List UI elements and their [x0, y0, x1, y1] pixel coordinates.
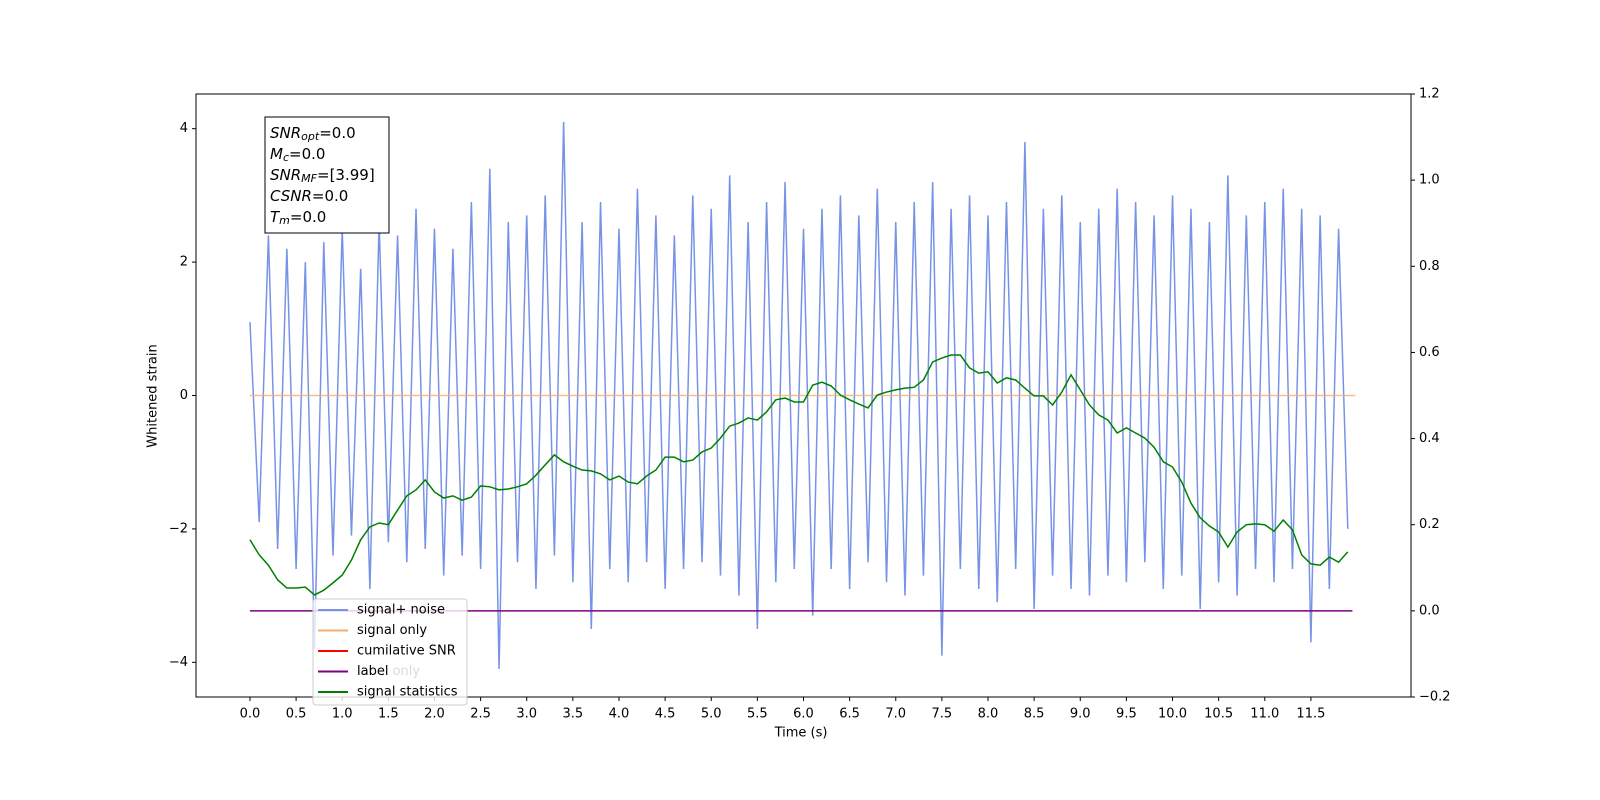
x-axis-label: Time (s): [774, 726, 828, 741]
series-line: [249, 354, 1349, 596]
x-tick-label: 3.5: [563, 707, 584, 722]
y2-tick-label: 0.0: [1419, 603, 1440, 618]
annotation-symbol: SNR: [270, 124, 301, 142]
annotation-line: Mc=0.0: [270, 145, 325, 165]
legend-label: signal only: [357, 623, 427, 638]
annotation-symbol: CSNR: [270, 187, 312, 205]
x-tick-label: 0.5: [286, 707, 307, 722]
x-tick-label: 1.5: [378, 707, 399, 722]
x-tick-label: 6.0: [793, 707, 814, 722]
y2-tick-label: 1.0: [1419, 173, 1440, 188]
y-tick-label: −2: [169, 521, 188, 536]
x-tick-label: 11.5: [1296, 707, 1325, 722]
y2-tick-label: −0.2: [1419, 690, 1451, 705]
series-line: [249, 122, 1349, 669]
annotation-line: Tm=0.0: [270, 208, 326, 228]
x-tick-label: 4.0: [609, 707, 630, 722]
annotation-subscript: MF: [301, 172, 317, 185]
annotation-box: SNRopt=0.0Mc=0.0SNRMF=[3.99]CSNR=0.0Tm=0…: [264, 116, 390, 234]
x-tick-label: 9.5: [1116, 707, 1137, 722]
y-tick-label: 0: [180, 388, 188, 403]
annotation-symbol: T: [270, 208, 281, 226]
x-tick-label: 3.0: [516, 707, 537, 722]
x-tick-label: 5.5: [747, 707, 768, 722]
annotation-value: =0.0: [312, 187, 348, 205]
legend: signal+ noise signal only cumilative SNR la…: [312, 598, 468, 706]
annotation-subscript: c: [283, 151, 289, 164]
annotation-subscript: m: [279, 214, 290, 227]
annotation-symbol: M: [270, 145, 283, 163]
x-tick-label: 2.5: [470, 707, 491, 722]
x-tick-label: 8.5: [1024, 707, 1045, 722]
legend-label: label: [357, 664, 388, 679]
x-tick-label: 10.0: [1158, 707, 1187, 722]
legend-label: signal statistics: [357, 685, 458, 700]
x-tick-label: 7.5: [932, 707, 953, 722]
annotation-value: =0.0: [289, 145, 325, 163]
legend-label: cumilative SNR: [357, 644, 456, 659]
legend-label: label only: [357, 664, 420, 679]
x-tick-label: 6.5: [839, 707, 860, 722]
annotation-line: SNRopt=0.0: [270, 124, 356, 144]
x-tick-label: 0.0: [240, 707, 261, 722]
x-tick-label: 9.0: [1070, 707, 1091, 722]
y2-tick-label: 0.8: [1419, 259, 1440, 274]
x-tick-label: 5.0: [701, 707, 722, 722]
annotation-line: SNRMF=[3.99]: [270, 166, 375, 186]
annotation-value: =0.0: [290, 208, 326, 226]
annotation-symbol: SNR: [270, 166, 301, 184]
x-tick-label: 7.0: [885, 707, 906, 722]
y-tick-label: 2: [180, 255, 188, 270]
y2-tick-label: 0.6: [1419, 345, 1440, 360]
y2-tick-label: 1.2: [1419, 87, 1440, 102]
y-tick-label: −4: [169, 655, 188, 670]
y-tick-label: 4: [180, 121, 188, 136]
legend-frame: [312, 598, 468, 706]
annotation-subscript: opt: [301, 130, 320, 143]
y2-tick-label: 0.4: [1419, 431, 1440, 446]
x-tick-label: 4.5: [655, 707, 676, 722]
x-tick-label: 1.0: [332, 707, 353, 722]
annotation-frame: [264, 116, 390, 234]
y-axis-label: Whitened strain: [146, 344, 161, 447]
annotation-value: =[3.99]: [317, 166, 375, 184]
x-tick-label: 11.0: [1250, 707, 1279, 722]
x-tick-label: 10.5: [1204, 707, 1233, 722]
annotation-line: CSNR=0.0: [270, 187, 348, 205]
y2-tick-label: 0.2: [1419, 517, 1440, 532]
x-tick-label: 2.0: [424, 707, 445, 722]
x-tick-label: 8.0: [978, 707, 999, 722]
legend-label: signal+ noise: [357, 603, 445, 618]
annotation-value: =0.0: [319, 124, 355, 142]
